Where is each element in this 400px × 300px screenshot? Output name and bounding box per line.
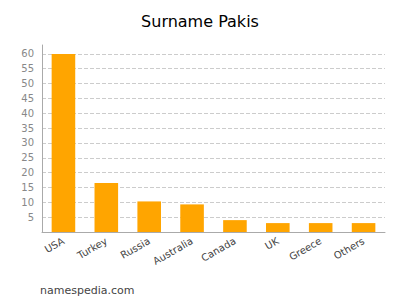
svg-text:Greece: Greece [287,235,323,262]
svg-text:Australia: Australia [151,235,195,267]
svg-text:45: 45 [21,93,34,104]
svg-text:USA: USA [43,235,67,255]
svg-text:30: 30 [21,137,34,148]
svg-text:5: 5 [28,212,34,223]
svg-text:Russia: Russia [119,235,152,261]
svg-text:Surname Pakis: Surname Pakis [141,12,259,31]
svg-text:25: 25 [21,152,34,163]
svg-text:40: 40 [21,108,34,119]
svg-text:55: 55 [21,63,34,74]
svg-text:Others: Others [332,235,367,261]
svg-text:namespedia.com: namespedia.com [40,284,134,297]
svg-text:35: 35 [21,123,34,134]
svg-text:10: 10 [21,197,34,208]
svg-text:15: 15 [21,182,34,193]
svg-text:60: 60 [21,48,34,59]
svg-text:Turkey: Turkey [75,235,110,261]
svg-text:20: 20 [21,167,34,178]
svg-text:Canada: Canada [199,235,237,264]
svg-text:UK: UK [263,235,281,252]
svg-text:50: 50 [21,78,34,89]
